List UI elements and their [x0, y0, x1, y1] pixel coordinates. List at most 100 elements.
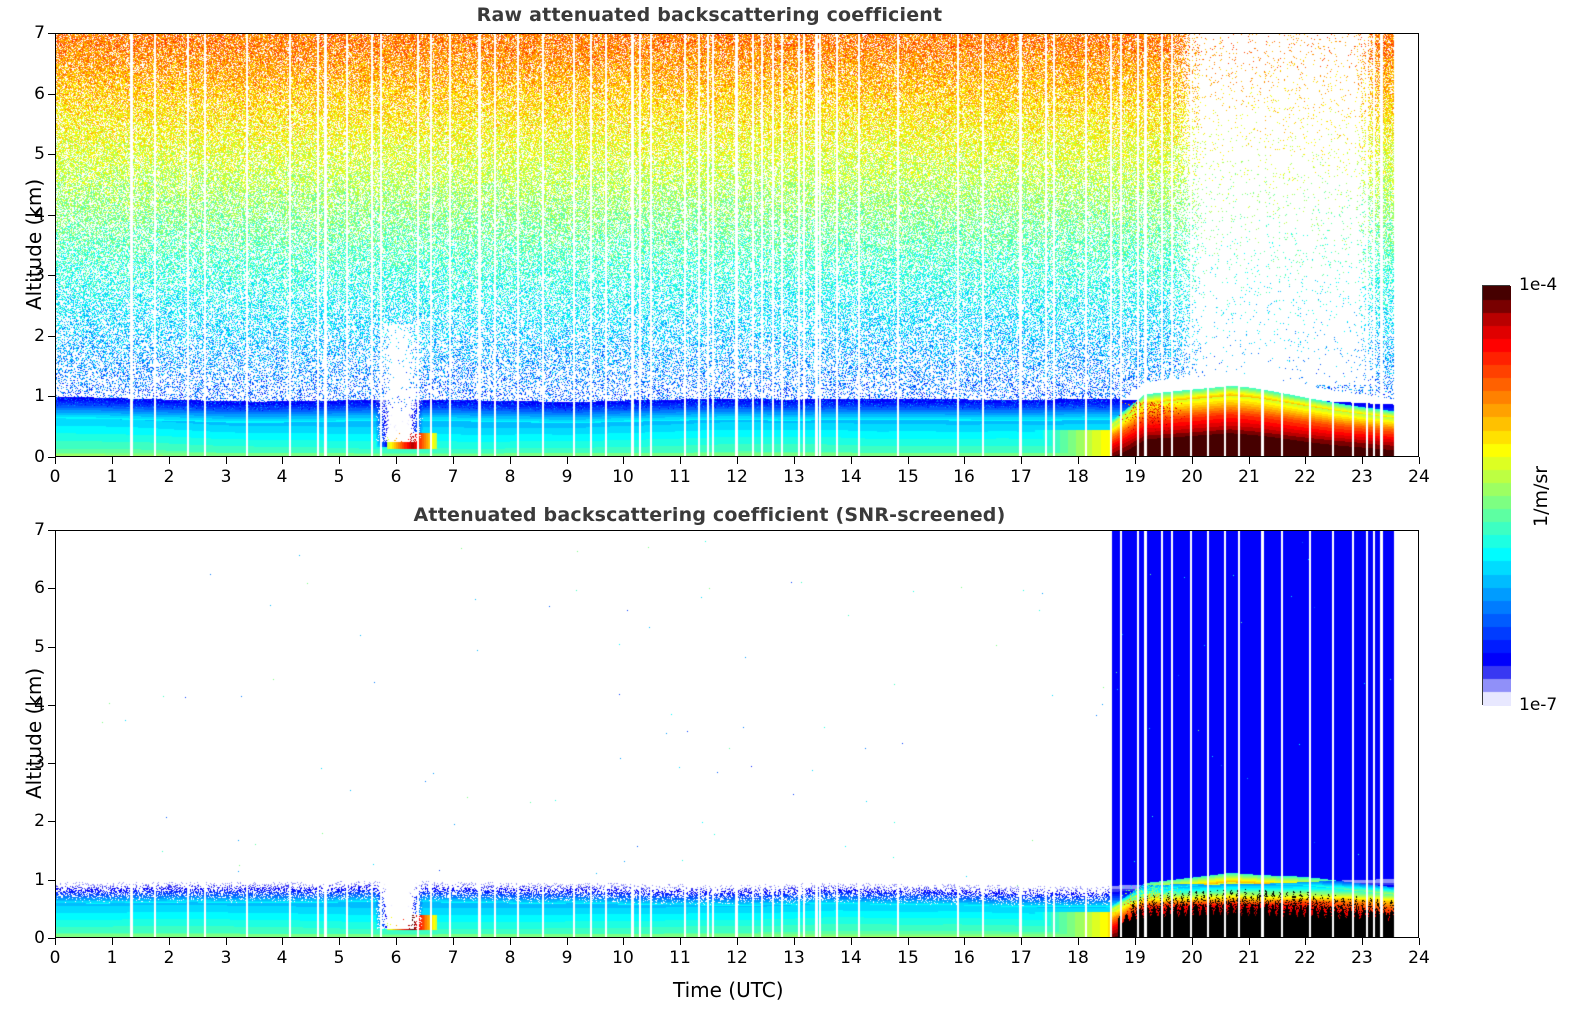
x-tick — [1021, 457, 1023, 464]
x-tick-label: 22 — [1294, 948, 1316, 968]
x-tick — [1135, 938, 1137, 945]
x-tick — [1305, 457, 1307, 464]
x-tick — [339, 938, 341, 945]
x-tick-label: 6 — [390, 948, 402, 968]
x-tick — [510, 938, 512, 945]
x-tick — [1249, 938, 1251, 945]
x-tick — [339, 457, 341, 464]
x-tick — [680, 457, 682, 464]
y-tick — [48, 215, 55, 217]
y-tick — [48, 396, 55, 398]
x-tick — [851, 938, 853, 945]
x-tick — [55, 938, 57, 945]
x-tick — [1305, 938, 1307, 945]
x-tick — [567, 938, 569, 945]
x-tick-label: 8 — [504, 467, 516, 487]
x-tick-label: 3 — [220, 467, 232, 487]
x-tick — [226, 938, 228, 945]
y-tick — [48, 457, 55, 459]
x-tick-label: 18 — [1067, 948, 1089, 968]
x-tick-label: 14 — [840, 948, 862, 968]
x-tick — [282, 938, 284, 945]
y-tick — [48, 588, 55, 590]
x-tick — [453, 457, 455, 464]
x-tick-label: 12 — [726, 467, 748, 487]
y-tick-label: 1 — [34, 870, 45, 890]
y-tick — [48, 33, 55, 35]
y-tick — [48, 530, 55, 532]
x-tick-label: 5 — [333, 467, 345, 487]
x-tick-label: 21 — [1238, 948, 1260, 968]
x-tick-label: 13 — [783, 948, 805, 968]
x-tick — [851, 457, 853, 464]
x-tick — [1192, 457, 1194, 464]
y-tick-label: 7 — [34, 520, 45, 540]
x-tick-label: 11 — [669, 467, 691, 487]
x-tick — [737, 457, 739, 464]
y-tick — [48, 94, 55, 96]
x-tick — [169, 938, 171, 945]
x-tick-label: 23 — [1351, 467, 1373, 487]
x-tick — [794, 457, 796, 464]
y-tick — [48, 647, 55, 649]
x-tick-label: 22 — [1294, 467, 1316, 487]
y-tick-label: 1 — [34, 386, 45, 406]
y-tick — [48, 938, 55, 940]
x-tick-label: 8 — [504, 948, 516, 968]
x-tick-label: 16 — [953, 467, 975, 487]
x-tick — [1362, 938, 1364, 945]
x-tick — [1419, 938, 1421, 945]
x-tick-label: 13 — [783, 467, 805, 487]
y-tick — [48, 336, 55, 338]
x-tick-label: 11 — [669, 948, 691, 968]
y-tick-label: 0 — [34, 447, 45, 467]
x-tick — [737, 938, 739, 945]
y-tick-label: 5 — [34, 637, 45, 657]
x-tick-label: 3 — [220, 948, 232, 968]
x-tick-label: 15 — [897, 948, 919, 968]
y-tick — [48, 154, 55, 156]
x-tick-label: 15 — [897, 467, 919, 487]
y-tick — [48, 880, 55, 882]
y-tick-label: 6 — [34, 84, 45, 104]
x-tick-label: 19 — [1124, 948, 1146, 968]
y-tick-label: 3 — [34, 753, 45, 773]
y-tick — [48, 705, 55, 707]
y-tick — [48, 275, 55, 277]
panel-screened-plot-area[interactable] — [55, 530, 1419, 938]
x-tick-label: 19 — [1124, 467, 1146, 487]
x-tick-label: 4 — [276, 467, 288, 487]
x-tick — [964, 457, 966, 464]
x-tick — [1021, 938, 1023, 945]
x-tick-label: 7 — [447, 467, 459, 487]
x-tick — [794, 938, 796, 945]
y-tick-label: 5 — [34, 144, 45, 164]
x-tick — [510, 457, 512, 464]
x-tick — [1249, 457, 1251, 464]
x-tick-label: 17 — [1010, 467, 1032, 487]
panel-screened-xlabel: Time (UTC) — [673, 978, 784, 1002]
x-tick-label: 24 — [1408, 948, 1430, 968]
x-tick-label: 9 — [561, 948, 573, 968]
x-tick — [908, 938, 910, 945]
x-tick-label: 10 — [612, 467, 634, 487]
colorbar-gradient[interactable] — [1482, 285, 1511, 706]
x-tick — [55, 457, 57, 464]
x-tick-label: 12 — [726, 948, 748, 968]
x-tick — [453, 938, 455, 945]
y-tick-label: 6 — [34, 578, 45, 598]
x-tick-label: 5 — [333, 948, 345, 968]
panel-raw-plot-area[interactable] — [55, 33, 1419, 457]
x-tick-label: 20 — [1181, 467, 1203, 487]
x-tick — [226, 457, 228, 464]
y-tick — [48, 821, 55, 823]
x-tick-label: 2 — [163, 948, 175, 968]
x-tick — [1419, 457, 1421, 464]
y-tick — [48, 763, 55, 765]
x-tick — [1192, 938, 1194, 945]
x-tick — [282, 457, 284, 464]
x-tick-label: 1 — [106, 467, 118, 487]
